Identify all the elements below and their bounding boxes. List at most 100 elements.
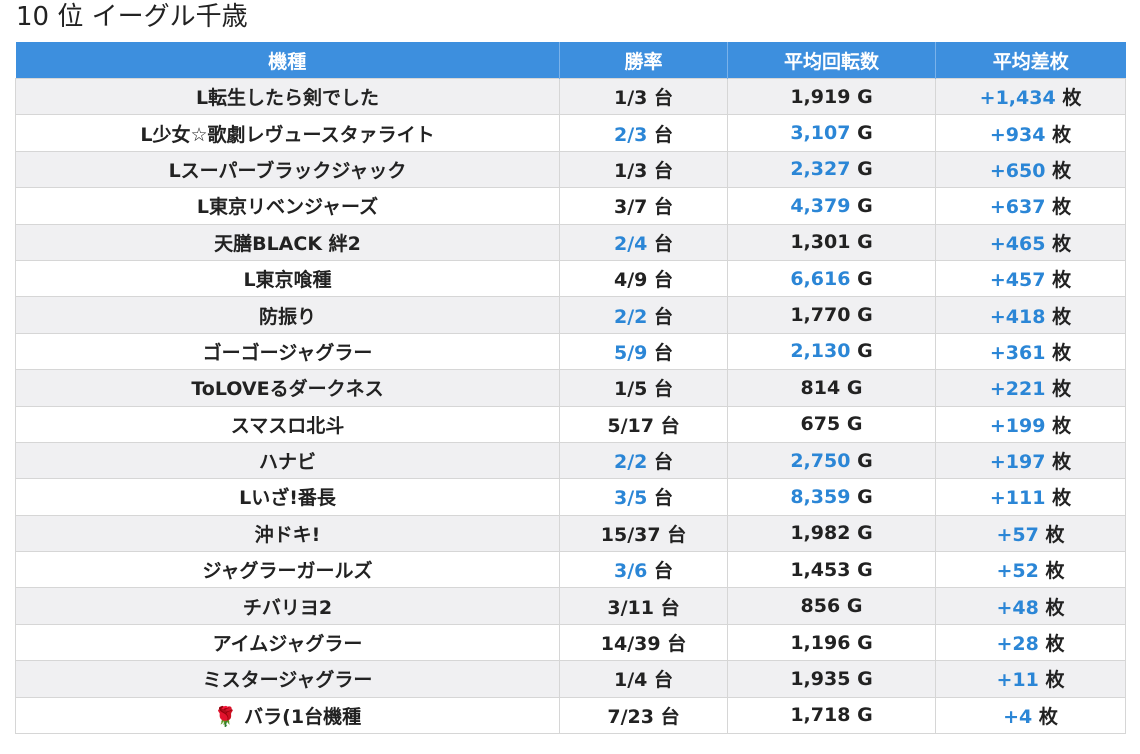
cell-avg-spins: 3,107 G xyxy=(727,114,936,152)
cell-avg-diff-value: +637 xyxy=(989,196,1046,219)
cell-avg-diff-unit: 枚 xyxy=(1052,451,1072,474)
column-header-avg-spins[interactable]: 平均回転数 xyxy=(727,42,936,79)
table-row: 防振り 2/2 台 1,770 G +418 枚 xyxy=(15,296,1126,334)
cell-win-rate: 3/6 台 xyxy=(559,551,728,589)
column-header-win-rate[interactable]: 勝率 xyxy=(559,42,728,79)
cell-win-rate-value: 14/39 xyxy=(600,633,661,656)
cell-avg-spins: 1,935 G xyxy=(727,660,936,698)
cell-model[interactable]: ハナビ xyxy=(15,441,560,480)
cell-win-rate: 5/9 台 xyxy=(559,332,728,371)
cell-avg-spins-value: 2,130 xyxy=(790,340,851,363)
cell-avg-diff-unit: 枚 xyxy=(1052,232,1072,255)
column-header-avg-diff[interactable]: 平均差枚 xyxy=(935,42,1126,79)
cell-avg-diff: +52 枚 xyxy=(935,551,1126,589)
cell-win-rate-unit: 台 xyxy=(660,596,680,619)
cell-win-rate-value: 4/9 xyxy=(613,269,648,292)
cell-avg-spins: 6,616 G xyxy=(727,259,936,298)
cell-model[interactable]: スマスロ北斗 xyxy=(15,405,560,443)
cell-model[interactable]: L転生したら剣でした xyxy=(15,77,560,116)
cell-avg-spins-value: 1,919 xyxy=(790,85,851,108)
column-header-model[interactable]: 機種 xyxy=(15,42,560,79)
cell-win-rate-unit: 台 xyxy=(660,705,680,728)
cell-avg-spins-unit: G xyxy=(857,194,873,217)
cell-avg-diff-unit: 枚 xyxy=(1052,378,1072,401)
cell-win-rate-unit: 台 xyxy=(654,159,674,182)
table-row: ハナビ 2/2 台 2,750 G +197 枚 xyxy=(15,441,1126,480)
cell-model[interactable]: Lいざ!番長 xyxy=(15,478,560,516)
table-row: アイムジャグラー 14/39 台 1,196 G +28 枚 xyxy=(15,623,1126,662)
cell-avg-spins: 1,770 G xyxy=(727,296,936,334)
cell-win-rate-value: 3/5 xyxy=(613,487,648,510)
cell-model[interactable]: 天膳BLACK 絆2 xyxy=(15,223,560,261)
table-row: 沖ドキ! 15/37 台 1,982 G +57 枚 xyxy=(15,514,1126,553)
cell-model[interactable]: L東京喰種 xyxy=(15,259,560,298)
cell-win-rate-unit: 台 xyxy=(654,451,674,474)
cell-avg-spins: 814 G xyxy=(727,369,936,407)
cell-avg-spins-value: 1,453 xyxy=(790,558,851,581)
cell-model[interactable]: 沖ドキ! xyxy=(15,514,560,553)
cell-avg-spins: 1,718 G xyxy=(727,696,936,735)
cell-model[interactable]: ジャグラーガールズ xyxy=(15,551,560,589)
cell-win-rate: 7/23 台 xyxy=(559,696,728,735)
cell-win-rate-unit: 台 xyxy=(654,560,674,583)
cell-avg-diff: +457 枚 xyxy=(935,259,1126,298)
cell-avg-diff-unit: 枚 xyxy=(1045,523,1065,546)
cell-avg-spins-value: 1,935 xyxy=(790,667,851,690)
ranking-table: 機種 勝率 平均回転数 平均差枚 L転生したら剣でした 1/3 台 1,919 G +… xyxy=(15,42,1126,735)
cell-avg-diff: +199 枚 xyxy=(935,405,1126,443)
page-title: 10 位 イーグル千歳 xyxy=(16,2,248,32)
cell-win-rate-unit: 台 xyxy=(667,523,687,546)
cell-avg-spins-value: 2,327 xyxy=(790,158,851,181)
table-header-row: 機種 勝率 平均回転数 平均差枚 xyxy=(15,42,1126,79)
cell-avg-diff-value: +52 xyxy=(996,560,1039,583)
cell-model[interactable]: Lスーパーブラックジャック xyxy=(15,150,560,189)
cell-avg-diff: +650 枚 xyxy=(935,150,1126,189)
cell-win-rate-value: 2/3 xyxy=(613,123,648,146)
cell-model[interactable]: アイムジャグラー xyxy=(15,623,560,662)
cell-model[interactable]: ToLOVEるダークネス xyxy=(15,369,560,407)
cell-win-rate-value: 2/2 xyxy=(613,305,648,328)
cell-avg-spins-unit: G xyxy=(857,558,873,581)
cell-win-rate: 14/39 台 xyxy=(559,623,728,662)
cell-avg-spins: 1,453 G xyxy=(727,551,936,589)
cell-model[interactable]: 防振り xyxy=(15,296,560,334)
cell-model[interactable]: ミスタージャグラー xyxy=(15,660,560,698)
table-row: 天膳BLACK 絆2 2/4 台 1,301 G +465 枚 xyxy=(15,223,1126,261)
cell-win-rate-value: 5/9 xyxy=(613,341,648,364)
table-row: チバリヨ2 3/11 台 856 G +48 枚 xyxy=(15,587,1126,625)
cell-model[interactable]: L東京リベンジャーズ xyxy=(15,187,560,225)
cell-win-rate-value: 5/17 xyxy=(607,414,654,437)
table-row: ゴーゴージャグラー 5/9 台 2,130 G +361 枚 xyxy=(15,332,1126,371)
cell-win-rate: 3/5 台 xyxy=(559,478,728,516)
cell-win-rate-unit: 台 xyxy=(654,232,674,255)
table-row: ミスタージャグラー 1/4 台 1,935 G +11 枚 xyxy=(15,660,1126,698)
cell-model[interactable]: チバリヨ2 xyxy=(15,587,560,625)
cell-model[interactable]: 🌹 バラ(1台機種 xyxy=(15,696,560,735)
cell-avg-diff-value: +457 xyxy=(989,269,1046,292)
cell-avg-spins-unit: G xyxy=(857,340,873,363)
cell-avg-diff-value: +199 xyxy=(989,414,1046,437)
cell-avg-diff-value: +4 xyxy=(1003,705,1033,728)
cell-avg-diff-unit: 枚 xyxy=(1052,341,1072,364)
cell-avg-diff-value: +1,434 xyxy=(979,87,1056,110)
table-row: Lいざ!番長 3/5 台 8,359 G +111 枚 xyxy=(15,478,1126,516)
table-body: L転生したら剣でした 1/3 台 1,919 G +1,434 枚 L少女☆歌劇レヴュー… xyxy=(15,77,1126,735)
cell-win-rate-value: 2/2 xyxy=(613,451,648,474)
cell-avg-diff: +221 枚 xyxy=(935,369,1126,407)
cell-model[interactable]: L少女☆歌劇レヴュースタァライト xyxy=(15,114,560,152)
cell-win-rate-value: 15/37 xyxy=(600,523,661,546)
cell-win-rate-unit: 台 xyxy=(660,414,680,437)
cell-win-rate-value: 3/11 xyxy=(607,596,654,619)
cell-win-rate: 5/17 台 xyxy=(559,405,728,443)
cell-win-rate-unit: 台 xyxy=(654,341,674,364)
cell-avg-spins-value: 1,718 xyxy=(790,704,851,727)
cell-win-rate: 15/37 台 xyxy=(559,514,728,553)
cell-avg-spins: 2,327 G xyxy=(727,150,936,189)
cell-avg-spins-value: 675 xyxy=(800,413,841,436)
cell-avg-diff: +637 枚 xyxy=(935,187,1126,225)
cell-win-rate-value: 1/3 xyxy=(613,159,648,182)
cell-avg-spins-unit: G xyxy=(846,413,863,436)
cell-model[interactable]: ゴーゴージャグラー xyxy=(15,332,560,371)
cell-win-rate: 2/4 台 xyxy=(559,223,728,261)
cell-win-rate-value: 2/4 xyxy=(613,232,648,255)
